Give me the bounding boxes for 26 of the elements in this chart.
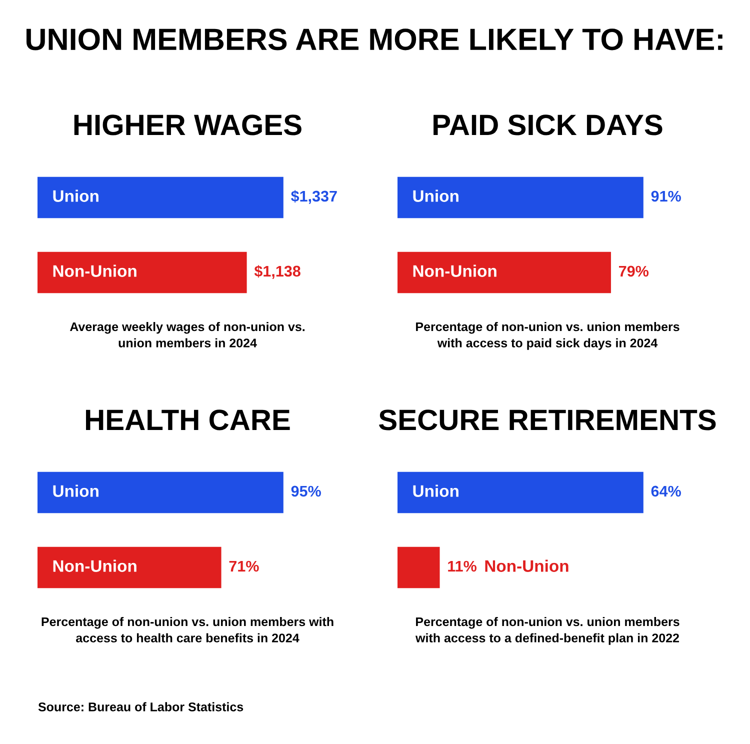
data-label: 95% <box>291 486 321 497</box>
y-tick-label: Union <box>413 484 458 497</box>
data-label: 79% <box>619 266 649 277</box>
y-tick-label: Non-Union <box>53 264 136 277</box>
chart-title: HEALTH CARE <box>86 410 290 430</box>
y-tick-label: Non-Union <box>413 264 496 277</box>
y-tick-label: Union <box>53 190 98 202</box>
data-label: $1,337 <box>290 190 337 204</box>
text: Percentage of non-union vs. union members with access to health care benefits in 2024 <box>42 617 334 642</box>
chart-title: HIGHER WAGES <box>74 114 302 136</box>
chart-title: SECURE RETIREMENTS <box>378 410 716 430</box>
text: Percentage of non-union vs. union members with access to a defined-benefit plan in 2022 <box>415 617 680 645</box>
data-label: 11% <box>448 560 476 572</box>
y-tick-label: Non-Union <box>53 560 136 572</box>
y-tick-label: Union <box>53 484 98 497</box>
data-label: 71% <box>229 560 259 572</box>
data-label: $1,138 <box>254 265 300 279</box>
chart-title: PAID SICK DAYS <box>434 114 662 136</box>
y-tick-label: Non-Union <box>485 560 568 572</box>
data-label: 91% <box>651 190 681 202</box>
y-tick-label: Union <box>413 190 458 202</box>
text: UNION MEMBERS ARE MORE LIKELY TO HAVE: <box>26 28 722 50</box>
text: Average weekly wages of non-union vs. union members in 2024 <box>70 322 305 348</box>
source-note: Source: Bureau of Labor Statistics <box>38 702 244 712</box>
text: Percentage of non-union vs. union members with access to paid sick days in 2024 <box>416 322 680 350</box>
data-label: 64% <box>651 486 681 497</box>
